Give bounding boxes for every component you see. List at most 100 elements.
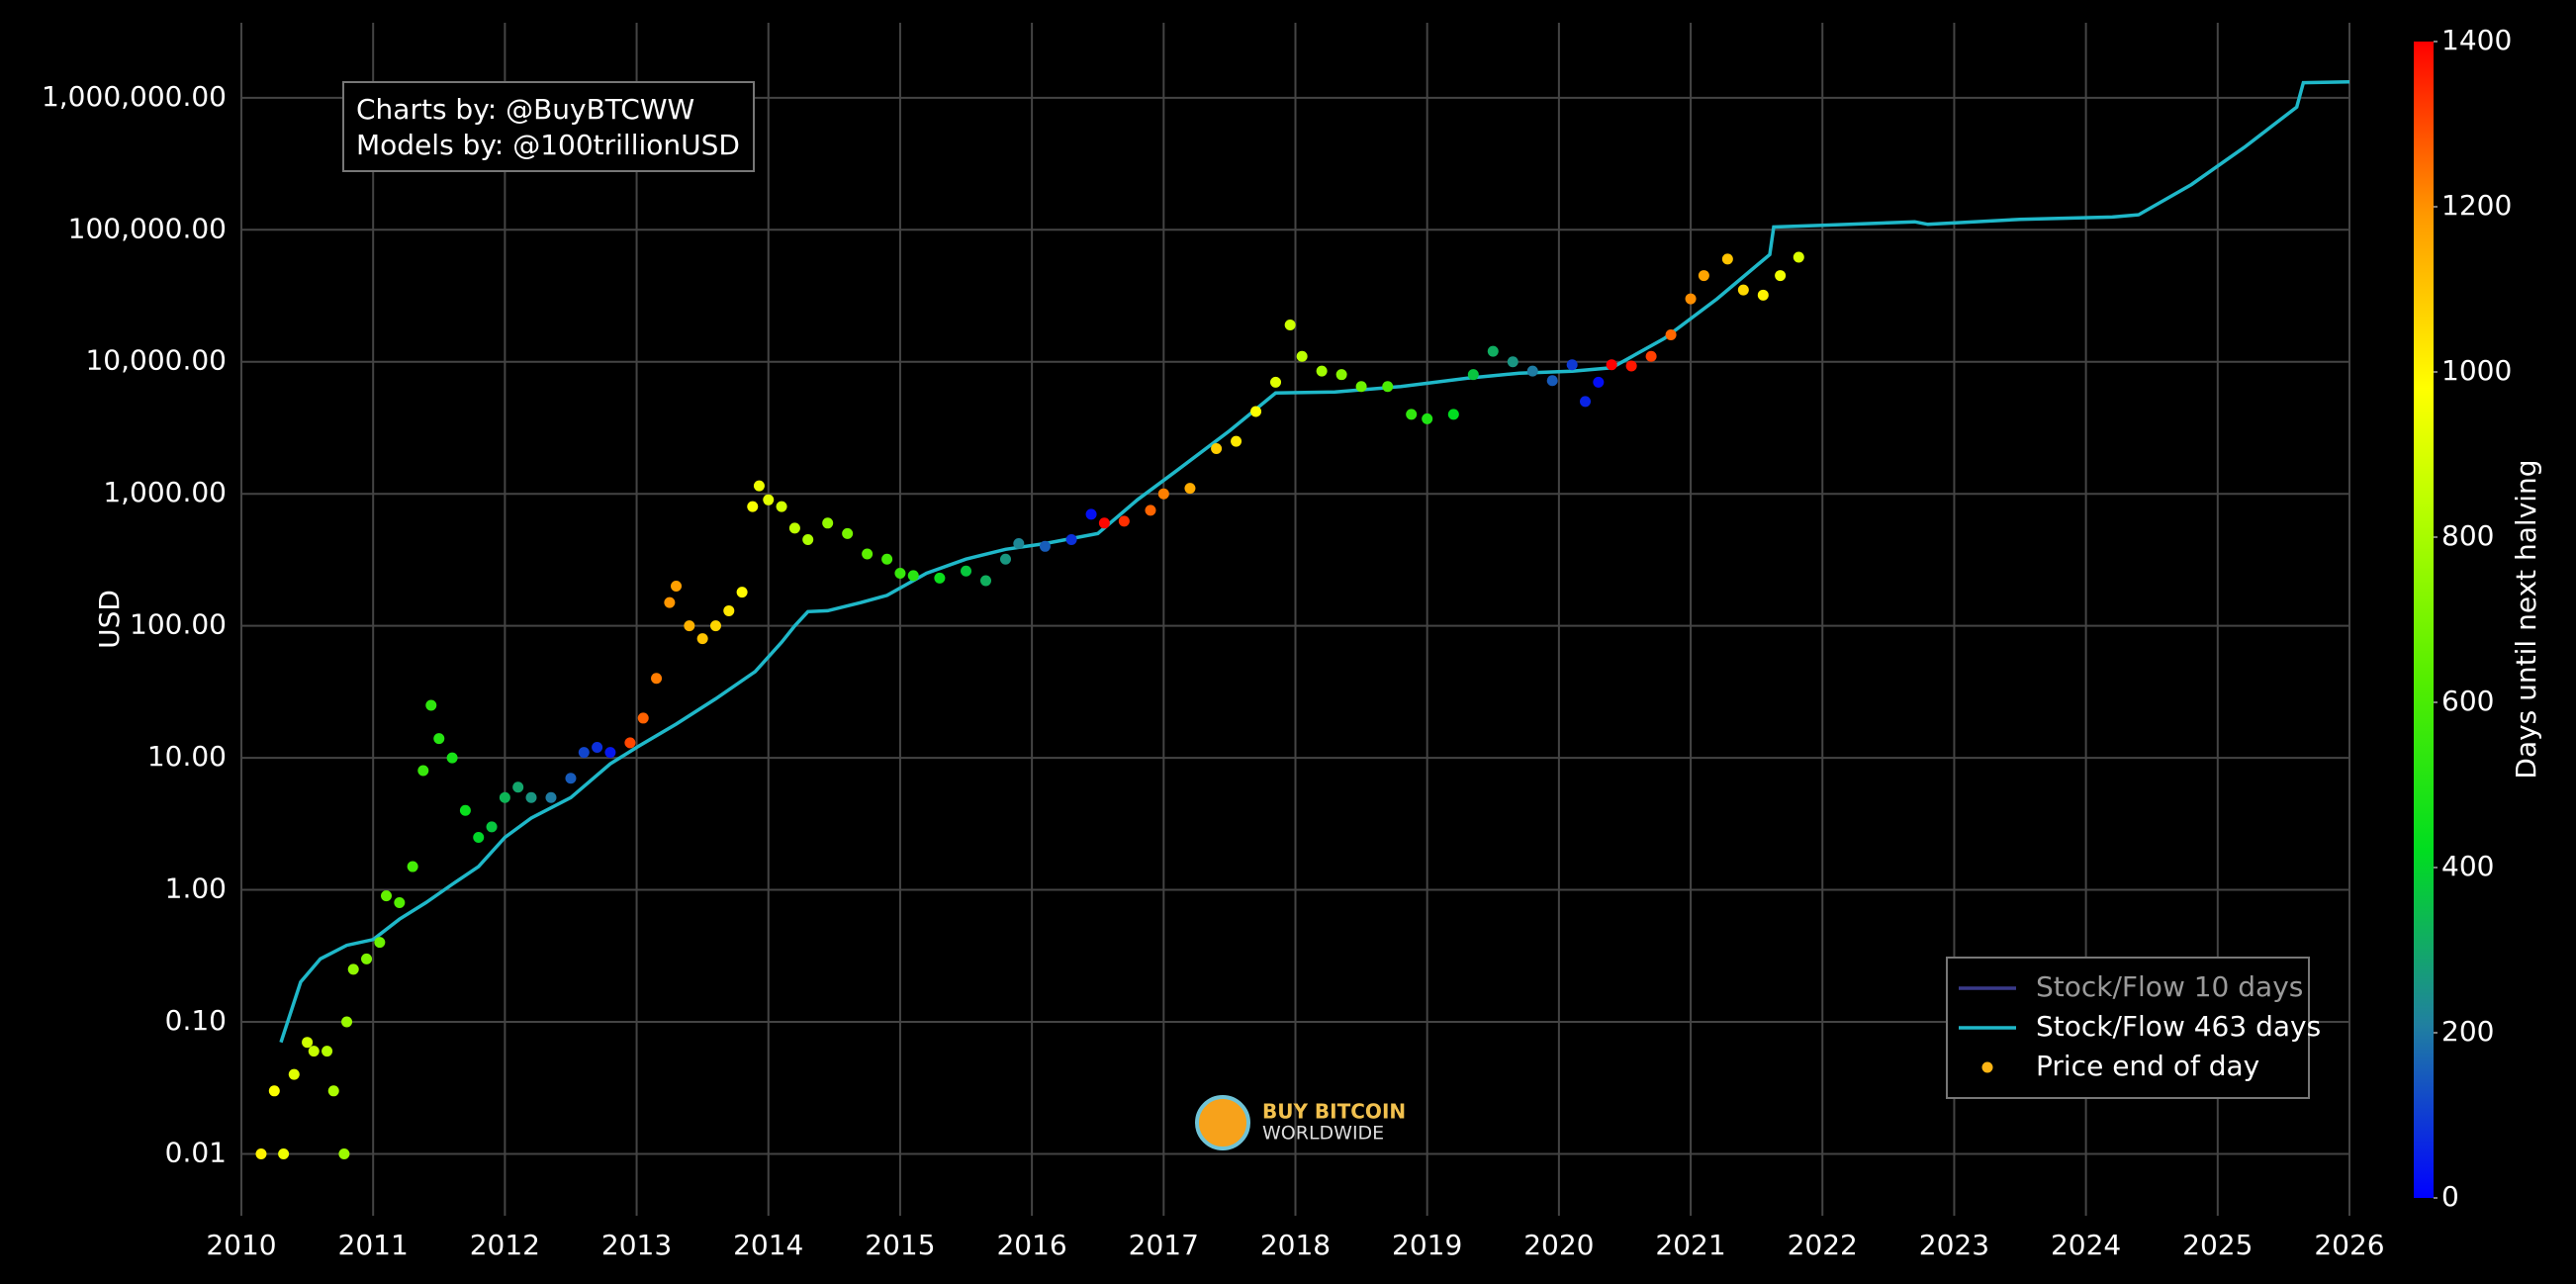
legend-label: Price end of day <box>2036 1050 2259 1082</box>
price-point <box>747 501 759 512</box>
price-point <box>753 480 765 492</box>
y-tick-label: 100.00 <box>130 608 227 641</box>
price-point <box>1447 409 1459 420</box>
annotation-box <box>342 81 755 172</box>
legend-label: Stock/Flow 463 days <box>2036 1010 2321 1043</box>
price-point <box>1382 381 1394 393</box>
y-tick-label: 0.10 <box>165 1004 227 1037</box>
price-point <box>651 673 663 685</box>
colorbar-tick-label: 1400 <box>2441 24 2512 56</box>
price-point <box>1270 376 1282 388</box>
logo-icon <box>1195 1095 1250 1150</box>
x-tick-label: 2013 <box>601 1229 672 1261</box>
price-point <box>763 494 775 505</box>
x-tick-label: 2023 <box>1919 1229 1989 1261</box>
y-tick-label: 1,000.00 <box>103 476 227 508</box>
price-point <box>696 633 708 645</box>
price-point <box>1645 350 1657 362</box>
price-point <box>1250 406 1262 417</box>
price-point <box>1685 293 1697 305</box>
x-tick-label: 2010 <box>206 1229 276 1261</box>
price-point <box>723 604 735 616</box>
annotation: Charts by: @BuyBTCWW Models by: @100tril… <box>342 81 755 172</box>
logo-text: BUY BITCOIN <box>1262 1100 1406 1124</box>
colorbar-tick-label: 800 <box>2441 519 2494 552</box>
price-point <box>709 620 721 632</box>
price-point <box>1184 483 1196 495</box>
price-point <box>308 1046 320 1057</box>
logo: BUY BITCOIN WORLDWIDE <box>1195 1095 1406 1150</box>
price-point <box>1737 284 1749 296</box>
price-point <box>417 765 429 777</box>
price-point <box>1335 369 1347 381</box>
price-point <box>433 733 445 745</box>
price-point <box>1013 537 1025 549</box>
price-point <box>1145 504 1156 516</box>
y-tick-label: 0.01 <box>165 1136 227 1168</box>
price-point <box>327 1085 339 1097</box>
price-point <box>980 575 992 587</box>
price-point <box>624 737 636 749</box>
x-tick-label: 2020 <box>1523 1229 1594 1261</box>
price-point <box>361 953 373 964</box>
price-point <box>1665 328 1677 340</box>
y-tick-label: 1.00 <box>165 872 227 905</box>
legend: Stock/Flow 10 days Stock/Flow 463 days Pri… <box>1946 957 2321 1099</box>
colorbar-tick-label: 1200 <box>2441 189 2512 222</box>
x-tick-label: 2018 <box>1260 1229 1331 1261</box>
y-axis-label: USD <box>93 590 126 649</box>
price-point <box>1580 396 1592 408</box>
price-point <box>907 570 919 582</box>
colorbar-tick-label: 600 <box>2441 685 2494 717</box>
x-tick-label: 2026 <box>2314 1229 2384 1261</box>
x-tick-label: 2024 <box>2051 1229 2121 1261</box>
price-point <box>288 1068 300 1080</box>
price-point <box>1316 365 1328 377</box>
price-point <box>1507 356 1518 368</box>
price-point <box>1039 540 1051 552</box>
price-point <box>1422 413 1433 424</box>
price-point <box>934 572 946 584</box>
price-point <box>394 896 406 908</box>
price-point <box>684 620 695 632</box>
price-point <box>842 527 854 539</box>
price-point <box>512 781 524 793</box>
x-tick-label: 2017 <box>1129 1229 1199 1261</box>
price-point <box>446 752 458 764</box>
price-point <box>894 568 906 580</box>
price-point <box>822 517 834 529</box>
price-point <box>473 831 485 843</box>
legend-label: Stock/Flow 10 days <box>2036 970 2303 1003</box>
price-point <box>1721 253 1733 265</box>
price-point <box>499 791 510 803</box>
price-point <box>1566 359 1578 371</box>
price-point <box>1355 381 1367 393</box>
price-point <box>347 963 359 975</box>
y-tick-label: 10,000.00 <box>85 344 227 377</box>
price-point <box>1526 365 1538 377</box>
price-point <box>776 501 787 512</box>
price-point <box>788 522 800 534</box>
colorbar-tick-label: 0 <box>2441 1180 2459 1213</box>
colorbar-tick-label: 1000 <box>2441 354 2512 387</box>
x-tick-label: 2019 <box>1392 1229 1462 1261</box>
price-point <box>302 1037 314 1049</box>
price-point <box>1793 251 1804 263</box>
price-point <box>664 596 676 608</box>
price-point <box>592 742 603 754</box>
x-tick-label: 2011 <box>338 1229 409 1261</box>
price-point <box>486 821 498 833</box>
price-point <box>322 1046 333 1057</box>
price-point <box>1118 515 1130 527</box>
colorbar-tick-label: 200 <box>2441 1015 2494 1048</box>
price-point <box>1487 345 1499 357</box>
price-point <box>961 565 972 577</box>
legend-symbol <box>1981 1061 1993 1073</box>
price-point <box>459 804 471 816</box>
plot-area <box>255 79 2350 1159</box>
colorbar-scale <box>2414 42 2434 1198</box>
price-point <box>525 791 537 803</box>
price-point <box>604 747 616 759</box>
price-point <box>565 773 577 784</box>
price-point <box>268 1085 280 1097</box>
